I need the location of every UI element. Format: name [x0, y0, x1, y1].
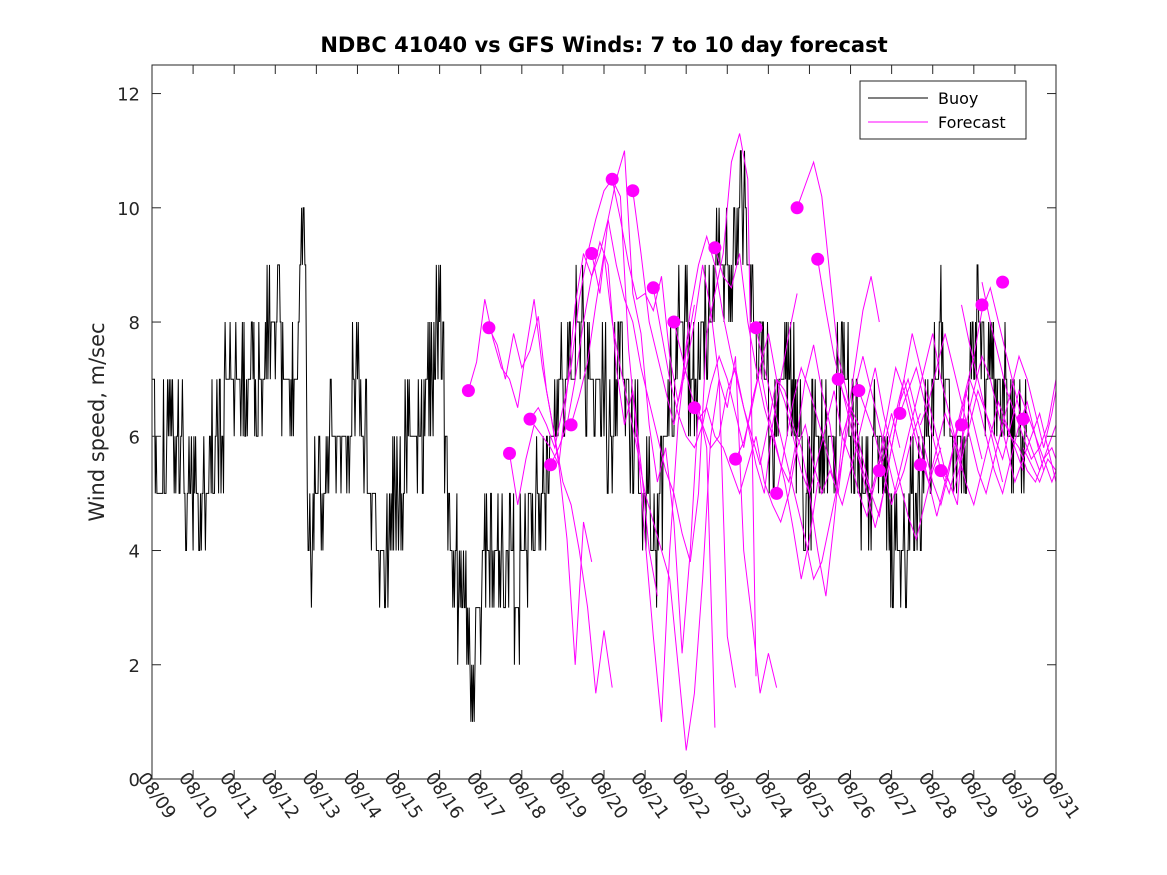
forecast-marker — [749, 321, 763, 335]
forecast-marker — [811, 252, 825, 266]
forecast-line — [652, 287, 819, 580]
forecast-marker — [585, 247, 599, 260]
forecast-line — [858, 333, 1024, 507]
forecast-line — [899, 354, 1057, 496]
forecast-marker — [1016, 412, 1030, 426]
forecast-line — [632, 190, 798, 494]
forecast-line — [550, 150, 716, 728]
forecast-marker — [523, 412, 537, 426]
forecast-line — [940, 286, 1057, 505]
legend-buoy-label: Buoy — [938, 89, 978, 108]
forecast-marker — [852, 384, 866, 398]
forecast-line — [714, 247, 880, 494]
forecast-line — [919, 333, 1057, 496]
forecast-line — [796, 160, 962, 496]
forecast-line — [488, 316, 613, 694]
forecast-marker — [564, 418, 578, 432]
forecast-marker — [996, 275, 1010, 289]
y-tick-label: 2 — [129, 656, 140, 677]
forecast-line — [755, 327, 921, 581]
y-tick-label: 6 — [129, 427, 140, 448]
chart-title: NDBC 41040 vs GFS Winds: 7 to 10 day for… — [320, 33, 887, 57]
forecast-marker — [729, 452, 742, 466]
forecast-marker — [934, 464, 948, 478]
forecast-marker — [955, 418, 968, 432]
forecast-marker — [482, 321, 496, 335]
y-tick-label: 12 — [117, 85, 140, 106]
y-axis-label: Wind speed, m/sec — [85, 322, 109, 521]
forecast-marker — [544, 458, 558, 472]
forecast-marker — [626, 184, 640, 198]
y-tick-label: 0 — [129, 770, 140, 791]
forecast-marker — [687, 401, 701, 415]
y-tick-label: 4 — [129, 542, 140, 563]
forecast-marker — [503, 446, 516, 460]
forecast-line — [735, 333, 901, 518]
forecast-marker — [667, 315, 681, 329]
legend: Buoy Forecast — [859, 80, 1027, 140]
forecast-marker — [461, 384, 475, 398]
forecast-markers — [461, 172, 1030, 500]
forecast-line — [1002, 418, 1057, 484]
forecast-marker — [770, 486, 784, 500]
y-axis: 0 2 4 6 8 10 12 — [117, 85, 1056, 791]
forecast-marker — [708, 241, 722, 255]
forecast-marker — [975, 298, 989, 312]
forecast-line — [837, 333, 1004, 519]
y-tick-label: 8 — [129, 313, 140, 334]
legend-forecast-label: Forecast — [938, 113, 1006, 132]
forecast-marker — [605, 172, 619, 186]
forecast-marker — [872, 464, 886, 478]
forecast-line — [1022, 447, 1057, 484]
forecast-marker — [790, 201, 804, 215]
forecast-line — [776, 365, 942, 541]
legend-box — [859, 80, 1027, 140]
forecast-line — [673, 321, 839, 524]
forecast-marker — [646, 281, 660, 295]
forecast-marker — [913, 458, 927, 472]
forecast-series-group — [467, 133, 1057, 751]
forecast-line — [591, 133, 757, 677]
forecast-line — [467, 299, 593, 665]
forecast-line — [981, 281, 1057, 461]
forecast-line — [611, 179, 778, 694]
plot-area — [151, 64, 1057, 780]
forecast-line — [878, 377, 1045, 517]
forecast-marker — [893, 406, 907, 420]
forecast-marker — [831, 372, 845, 386]
y-tick-label: 10 — [117, 199, 140, 220]
